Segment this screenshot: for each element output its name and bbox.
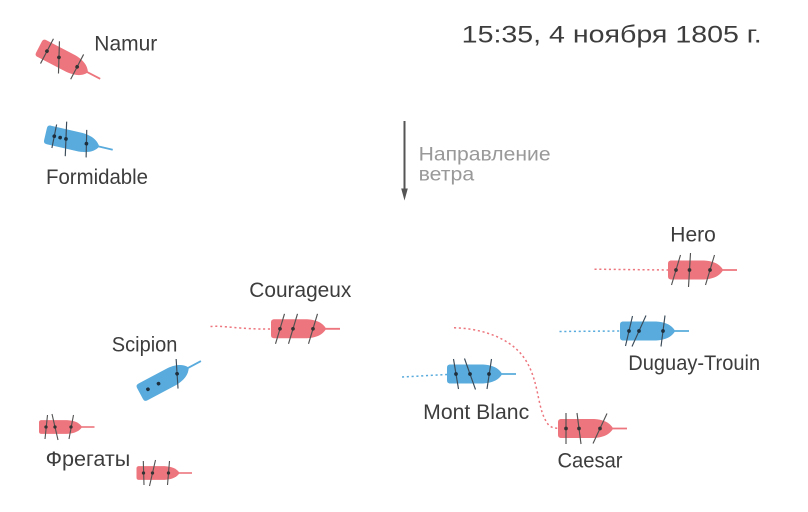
- svg-text:Courageux: Courageux: [249, 279, 351, 302]
- svg-text:Фрегаты: Фрегаты: [46, 448, 131, 471]
- svg-text:Scipion: Scipion: [112, 334, 178, 357]
- svg-text:Hero: Hero: [670, 224, 716, 247]
- svg-text:Mont Blanc: Mont Blanc: [423, 401, 529, 424]
- svg-text:Caesar: Caesar: [558, 450, 623, 473]
- svg-text:Направление: Направление: [419, 144, 551, 166]
- svg-text:Duguay-Trouin: Duguay-Trouin: [628, 352, 760, 375]
- svg-text:Namur: Namur: [94, 32, 157, 55]
- svg-text:15:35, 4 ноября 1805 г.: 15:35, 4 ноября 1805 г.: [462, 22, 762, 49]
- svg-text:ветра: ветра: [419, 163, 475, 185]
- svg-text:Formidable: Formidable: [46, 166, 148, 189]
